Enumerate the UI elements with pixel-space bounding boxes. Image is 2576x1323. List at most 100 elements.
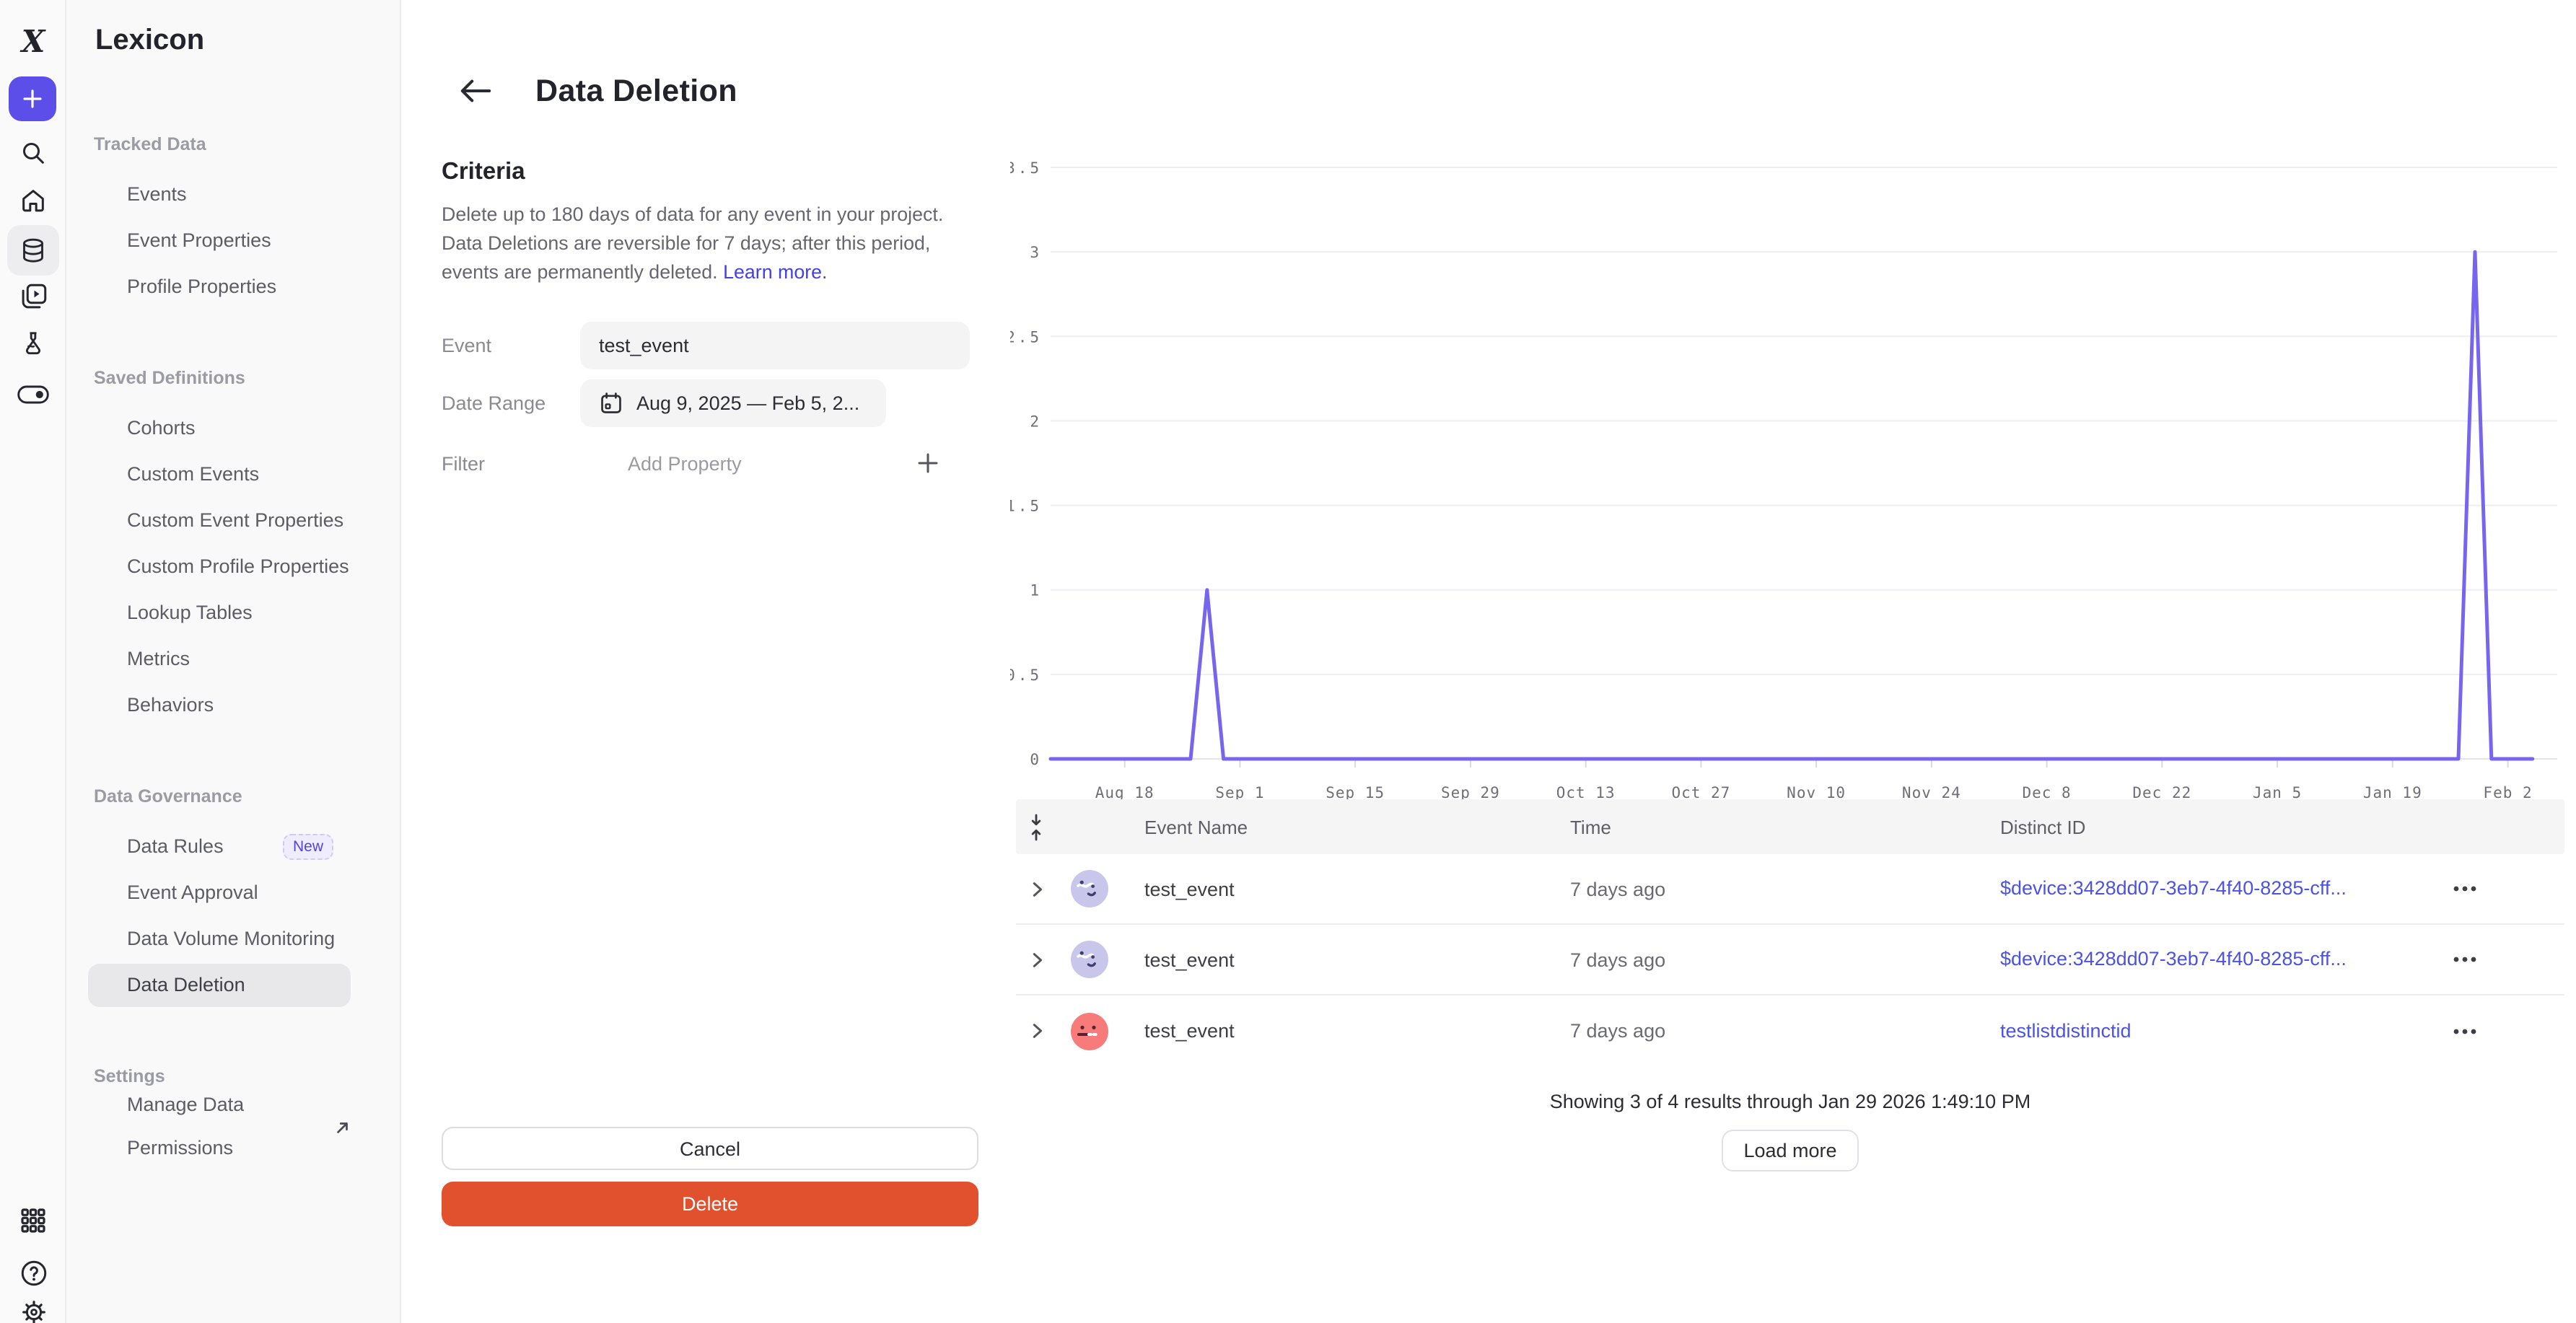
distinct-id-link[interactable]: $device:3428dd07-3eb7-4f40-8285-cff... [2000, 948, 2347, 970]
mixpanel-logo-icon[interactable]: X [21, 22, 45, 58]
filter-field-label: Filter [442, 452, 485, 474]
user-avatar [1071, 941, 1108, 978]
sidebar-item-label: Metrics [127, 648, 190, 669]
y-axis-label: 0.5 [1010, 667, 1042, 684]
criteria-description: Delete up to 180 days of data for any ev… [442, 201, 987, 287]
sidebar-item-cohorts[interactable]: Cohorts [88, 407, 351, 450]
table-header: Event Name Time Distinct ID [1016, 799, 2564, 854]
x-axis-label: Jan 19 [2363, 784, 2422, 801]
event-field-label: Event [442, 335, 492, 356]
help-icon[interactable] [17, 1257, 49, 1288]
row-menu-icon[interactable] [2452, 1027, 2564, 1035]
sidebar-item-metrics[interactable]: Metrics [88, 638, 351, 681]
date-range-picker[interactable]: Aug 9, 2025 — Feb 5, 2... [580, 379, 886, 427]
home-icon[interactable] [17, 185, 49, 216]
sidebar-item-data-rules[interactable]: Data Rules New [88, 825, 351, 869]
add-filter-plus-button[interactable] [916, 452, 939, 475]
sort-icon[interactable] [1028, 813, 1065, 840]
sidebar-item-label: Lookup Tables [127, 602, 253, 623]
sidebar-item-custom-events[interactable]: Custom Events [88, 453, 351, 496]
expand-row-chevron-icon[interactable] [1028, 1021, 1065, 1040]
sidebar-item-label: Data Deletion [127, 974, 245, 995]
sidebar-item-profile-properties[interactable]: Profile Properties [88, 265, 351, 309]
x-axis-label: Nov 10 [1787, 784, 1846, 801]
x-axis-label: Oct 27 [1671, 784, 1730, 801]
experiments-flask-icon[interactable] [17, 328, 49, 359]
cell-time: 7 days ago [1570, 949, 1666, 970]
cell-event-name: test_event [1144, 878, 1235, 900]
table-row[interactable]: test_event 7 days ago $device:3428dd07-3… [1016, 854, 2564, 925]
feature-flags-toggle-icon[interactable] [17, 378, 49, 410]
new-badge: New [282, 834, 333, 860]
row-menu-icon[interactable] [2452, 955, 2564, 964]
sidebar-item-event-properties[interactable]: Event Properties [88, 219, 351, 263]
sidebar-item-event-approval[interactable]: Event Approval [88, 871, 351, 915]
load-more-button[interactable]: Load more [1722, 1130, 1859, 1172]
sidebar-item-label: Events [127, 183, 187, 205]
distinct-id-link[interactable]: testlistdistinctid [2000, 1019, 2132, 1041]
apps-grid-icon[interactable] [17, 1205, 49, 1236]
cell-event-name: test_event [1144, 1020, 1235, 1042]
cell-time: 7 days ago [1570, 1020, 1666, 1042]
date-range-field-row: Date Range Aug 9, 2025 — Feb 5, 2... [442, 379, 987, 427]
boards-icon[interactable] [17, 280, 49, 312]
plus-icon [23, 89, 42, 108]
sidebar-item-label: Manage Data Permissions [127, 1094, 245, 1159]
search-icon[interactable] [17, 137, 49, 169]
sidebar-item-manage-data-permissions[interactable]: Manage Data Permissions [88, 1094, 351, 1159]
x-axis-label: Nov 24 [1902, 784, 1961, 801]
sidebar-item-events[interactable]: Events [88, 173, 351, 216]
column-header-distinct-id[interactable]: Distinct ID [2000, 816, 2086, 838]
sidebar-item-lookup-tables[interactable]: Lookup Tables [88, 592, 351, 635]
user-avatar [1071, 1012, 1108, 1050]
learn-more-link[interactable]: Learn more. [723, 261, 828, 283]
settings-gear-icon[interactable] [17, 1296, 49, 1323]
column-header-event-name[interactable]: Event Name [1144, 816, 1248, 838]
sidebar-item-label: Data Rules [127, 835, 224, 857]
sidebar-item-custom-event-properties[interactable]: Custom Event Properties [88, 499, 351, 542]
filter-field-row: Filter Add Property [442, 440, 939, 486]
create-plus-button[interactable] [9, 76, 56, 121]
x-axis-label: Dec 22 [2132, 784, 2191, 801]
table-row[interactable]: test_event 7 days ago testlistdistinctid [1016, 995, 2564, 1066]
sidebar-item-label: Data Volume Monitoring [127, 928, 336, 949]
section-tracked-data: Tracked Data Events Event Properties Pro… [66, 133, 400, 309]
x-axis-label: Aug 18 [1095, 784, 1155, 801]
event-field-row: Event test_event [442, 322, 987, 369]
sidebar-item-label: Profile Properties [127, 276, 277, 297]
y-axis-label: 0 [1030, 751, 1042, 768]
section-label: Tracked Data [94, 134, 206, 154]
x-axis-label: Sep 29 [1441, 784, 1500, 801]
back-button[interactable] [459, 78, 492, 104]
cell-event-name: test_event [1144, 949, 1235, 970]
x-axis-label: Dec 8 [2022, 784, 2071, 801]
distinct-id-link[interactable]: $device:3428dd07-3eb7-4f40-8285-cff... [2000, 877, 2347, 899]
sidebar-item-data-volume-monitoring[interactable]: Data Volume Monitoring [88, 918, 351, 961]
column-header-time[interactable]: Time [1570, 816, 1611, 838]
sidebar-item-behaviors[interactable]: Behaviors [88, 684, 351, 727]
row-menu-icon[interactable] [2452, 884, 2564, 893]
sidebar-item-label: Event Approval [127, 882, 258, 903]
add-property-button[interactable]: Add Property [628, 452, 742, 474]
data-management-icon[interactable] [7, 225, 59, 276]
event-select[interactable]: test_event [580, 322, 970, 369]
criteria-actions: Cancel Delete [442, 1127, 978, 1226]
criteria-heading: Criteria [442, 159, 525, 185]
delete-button[interactable]: Delete [442, 1182, 978, 1226]
sidebar-item-data-deletion[interactable]: Data Deletion [88, 964, 351, 1007]
plus-icon [918, 453, 938, 473]
page-header: Data Deletion [459, 66, 737, 115]
section-label: Saved Definitions [94, 368, 245, 388]
back-arrow-icon [460, 79, 491, 102]
sidebar-item-custom-profile-properties[interactable]: Custom Profile Properties [88, 545, 351, 589]
x-axis-label: Feb 2 [2483, 784, 2532, 801]
expand-row-chevron-icon[interactable] [1028, 950, 1065, 969]
events-chart: 0 0.5 1 1.5 2 2.5 3 3.5 Aug 18 Sep 1 Sep 15 Sep 29 O… [1006, 144, 2569, 822]
table-row[interactable]: test_event 7 days ago $device:3428dd07-3… [1016, 925, 2564, 995]
date-range-value: Aug 9, 2025 — Feb 5, 2... [636, 392, 860, 414]
expand-row-chevron-icon[interactable] [1028, 879, 1065, 898]
external-link-icon [335, 1119, 351, 1135]
cancel-button[interactable]: Cancel [442, 1127, 978, 1170]
calendar-icon [599, 391, 623, 416]
